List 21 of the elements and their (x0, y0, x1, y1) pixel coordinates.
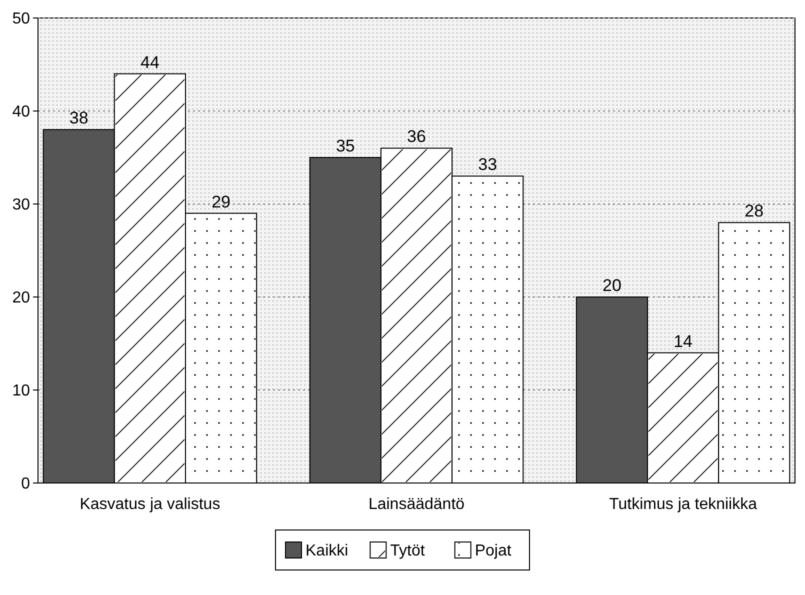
y-tick-label: 40 (12, 104, 30, 121)
data-label: 14 (674, 332, 693, 351)
y-tick-label: 20 (12, 290, 30, 307)
legend-label: Tytöt (390, 542, 426, 560)
x-tick-label: Kasvatus ja valistus (80, 496, 220, 513)
y-tick-label: 10 (12, 382, 30, 400)
legend-label: Kaikki (306, 542, 348, 560)
data-label: 20 (602, 276, 622, 295)
data-label: 44 (140, 52, 160, 72)
y-tick-label: 0 (21, 476, 30, 493)
x-tick-label: Lainsäädäntö (368, 496, 465, 513)
y-tick-label: 50 (12, 10, 30, 28)
data-label: 35 (336, 136, 355, 156)
legend-label: Pojat (474, 542, 512, 560)
data-label: 29 (212, 192, 230, 212)
data-label: 36 (407, 127, 426, 146)
data-label: 33 (478, 155, 498, 174)
data-label: 28 (744, 202, 764, 221)
x-tick-label: Tutkimus ja tekniikka (609, 496, 758, 513)
data-label: 38 (69, 108, 88, 128)
y-tick-label: 30 (12, 196, 30, 214)
